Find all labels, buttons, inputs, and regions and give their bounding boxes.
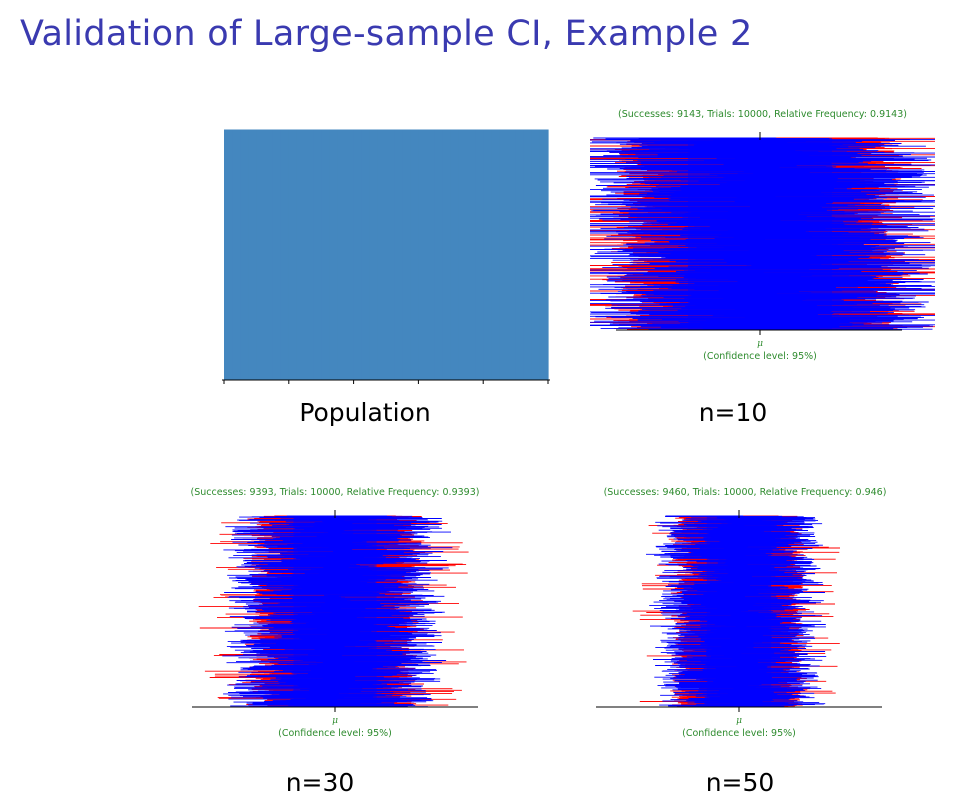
population-bar <box>361 129 371 380</box>
population-bar <box>345 129 355 380</box>
population-bar <box>232 129 241 380</box>
population-chart <box>210 118 560 388</box>
population-bar <box>353 129 363 380</box>
ci-interval-core <box>688 138 832 330</box>
simulation-stats-label: (Successes: 9460, Trials: 10000, Relativ… <box>604 487 887 498</box>
population-bar <box>483 129 492 380</box>
population-bar <box>442 129 452 380</box>
population-bar <box>224 129 233 380</box>
ci-plot-n10: (Successes: 9143, Trials: 10000, Relativ… <box>590 109 935 362</box>
population-bar <box>329 129 338 380</box>
ci-plot-n50: (Successes: 9460, Trials: 10000, Relativ… <box>596 487 887 739</box>
caption-n10: n=10 <box>698 398 768 427</box>
caption-n30: n=30 <box>285 768 355 797</box>
ci-chart-n50: (Successes: 9460, Trials: 10000, Relativ… <box>580 482 910 752</box>
population-bar <box>272 129 282 380</box>
ci-chart-n10: (Successes: 9143, Trials: 10000, Relativ… <box>590 104 935 374</box>
ci-intervals <box>632 515 840 708</box>
population-bar <box>475 129 484 380</box>
population-bar <box>507 129 517 380</box>
ci-intervals <box>590 137 935 331</box>
population-histogram <box>222 129 550 384</box>
simulation-stats-label: (Successes: 9143, Trials: 10000, Relativ… <box>618 109 907 120</box>
population-bar <box>248 129 257 380</box>
population-bar <box>305 129 314 380</box>
population-bar <box>280 129 290 380</box>
ci-intervals <box>198 515 469 708</box>
population-bar <box>377 129 387 380</box>
mu-label: μ <box>757 339 763 349</box>
population-bar <box>240 129 249 380</box>
population-bar <box>394 129 403 380</box>
ci-plot-n30: (Successes: 9393, Trials: 10000, Relativ… <box>191 487 480 739</box>
ci-interval-core <box>706 516 772 707</box>
population-bar <box>369 129 379 380</box>
population-bar <box>264 129 274 380</box>
ci-chart-n30: (Successes: 9393, Trials: 10000, Relativ… <box>175 482 495 752</box>
mu-label: μ <box>736 716 742 726</box>
confidence-level-label: (Confidence level: 95%) <box>278 728 392 739</box>
population-bar <box>434 129 444 380</box>
population-bar <box>450 129 460 380</box>
population-bar <box>337 129 347 380</box>
population-bar <box>296 129 306 380</box>
population-bar <box>256 129 266 380</box>
population-bar <box>313 129 322 380</box>
population-bar <box>458 129 468 380</box>
population-bar <box>491 129 500 380</box>
population-bar <box>321 129 330 380</box>
population-bar <box>288 129 298 380</box>
population-bar <box>515 129 525 380</box>
mu-label: μ <box>332 716 338 726</box>
population-bar <box>531 129 541 380</box>
population-bar <box>402 129 411 380</box>
population-bar <box>410 129 419 380</box>
population-bar <box>386 129 395 380</box>
confidence-level-label: (Confidence level: 95%) <box>682 728 796 739</box>
population-caption: Population <box>299 398 431 427</box>
population-bar <box>523 129 533 380</box>
simulation-stats-label: (Successes: 9393, Trials: 10000, Relativ… <box>191 487 480 498</box>
population-bar <box>467 129 476 380</box>
population-bar <box>499 129 509 380</box>
population-bar <box>418 129 428 380</box>
population-bar <box>426 129 436 380</box>
confidence-level-label: (Confidence level: 95%) <box>703 351 817 362</box>
slide-title: Validation of Large-sample CI, Example 2 <box>20 14 753 54</box>
caption-n50: n=50 <box>705 768 775 797</box>
ci-interval-core <box>293 516 377 707</box>
population-bar <box>539 129 549 380</box>
